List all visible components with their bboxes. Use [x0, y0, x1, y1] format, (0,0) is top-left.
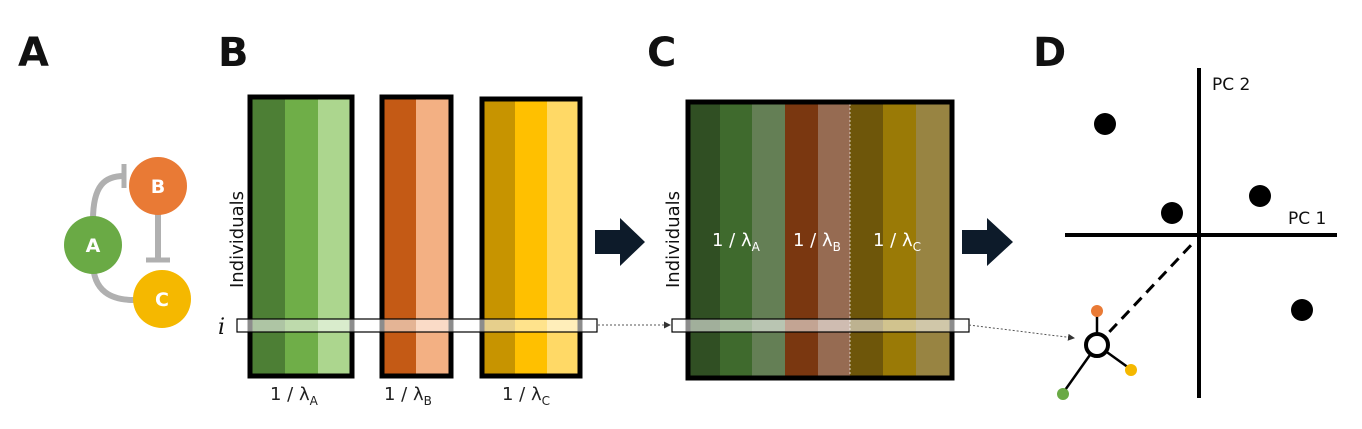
matrix-gene-b: 1 / λB: [379, 94, 454, 408]
panel-letter-a: A: [18, 30, 49, 76]
matrix-gene-a: 1 / λA: [247, 94, 355, 408]
node-b-circle: [129, 157, 187, 215]
gene-network: A B C: [64, 157, 191, 328]
matrix-c-label: 1 / λC: [502, 384, 550, 408]
matrix-a-col-1: [252, 99, 285, 374]
gene-matrices: Individuals 1 / λA 1 / λB 1 / λC i: [218, 94, 598, 408]
combined-frame: [685, 99, 955, 381]
matrix-a-label: 1 / λA: [270, 384, 319, 408]
combined-matrix: Individuals 1 / λA 1 / λB 1 / λC: [663, 99, 970, 381]
panel-letter-c: C: [647, 30, 676, 76]
pca-point: [1249, 185, 1271, 207]
pca-point: [1094, 113, 1116, 135]
matrix-gene-c: 1 / λC: [479, 96, 583, 408]
node-a-circle: [64, 216, 122, 274]
highlight-dot-c: [1125, 364, 1137, 376]
matrix-c-frame: [479, 96, 583, 379]
matrix-c-col-1: [484, 101, 515, 374]
arrow-c-to-d: [962, 218, 1013, 266]
arrow-b-to-c: [595, 218, 645, 266]
combined-label-b: 1 / λB: [793, 230, 841, 254]
projection-line: [1095, 240, 1196, 347]
row-label-i: i: [218, 315, 225, 340]
panel-letter-d: D: [1033, 30, 1066, 76]
node-c-circle: [133, 270, 191, 328]
combined-label-c: 1 / λC: [873, 230, 921, 254]
matrix-a-col-3: [318, 99, 350, 374]
combined-label-a: 1 / λA: [712, 230, 761, 254]
matrix-b-col-2: [416, 99, 449, 374]
pc1-axis-label: PC 1: [1288, 209, 1326, 229]
matrix-b-label: 1 / λB: [384, 384, 432, 408]
pc2-axis-label: PC 2: [1212, 75, 1250, 95]
matrix-c-col-2: [515, 101, 547, 374]
matrices-ylabel: Individuals: [227, 191, 248, 288]
matrix-a-col-2: [285, 99, 318, 374]
panel-letter-b: B: [218, 30, 249, 76]
edge-a-to-b: [90, 173, 125, 221]
row-highlight-b: [236, 318, 598, 333]
row-connector-c-to-d: [968, 324, 1075, 341]
row-highlight-c: [671, 318, 970, 333]
node-c-label: C: [155, 289, 169, 311]
matrix-a-frame: [247, 94, 355, 379]
pca-plot: PC 2 PC 1: [1057, 68, 1337, 400]
node-b-label: B: [151, 176, 165, 198]
matrix-b-frame: [379, 94, 454, 379]
highlight-point: [1084, 332, 1110, 358]
matrix-c-col-3: [547, 101, 578, 374]
matrix-b-col-1: [384, 99, 416, 374]
combined-ylabel: Individuals: [663, 191, 684, 288]
pca-point: [1291, 299, 1313, 321]
highlight-dot-b: [1091, 305, 1103, 317]
highlight-dot-a: [1057, 388, 1069, 400]
node-a-label: A: [86, 235, 101, 257]
pca-point: [1161, 202, 1183, 224]
combined-col-8: [916, 104, 950, 376]
